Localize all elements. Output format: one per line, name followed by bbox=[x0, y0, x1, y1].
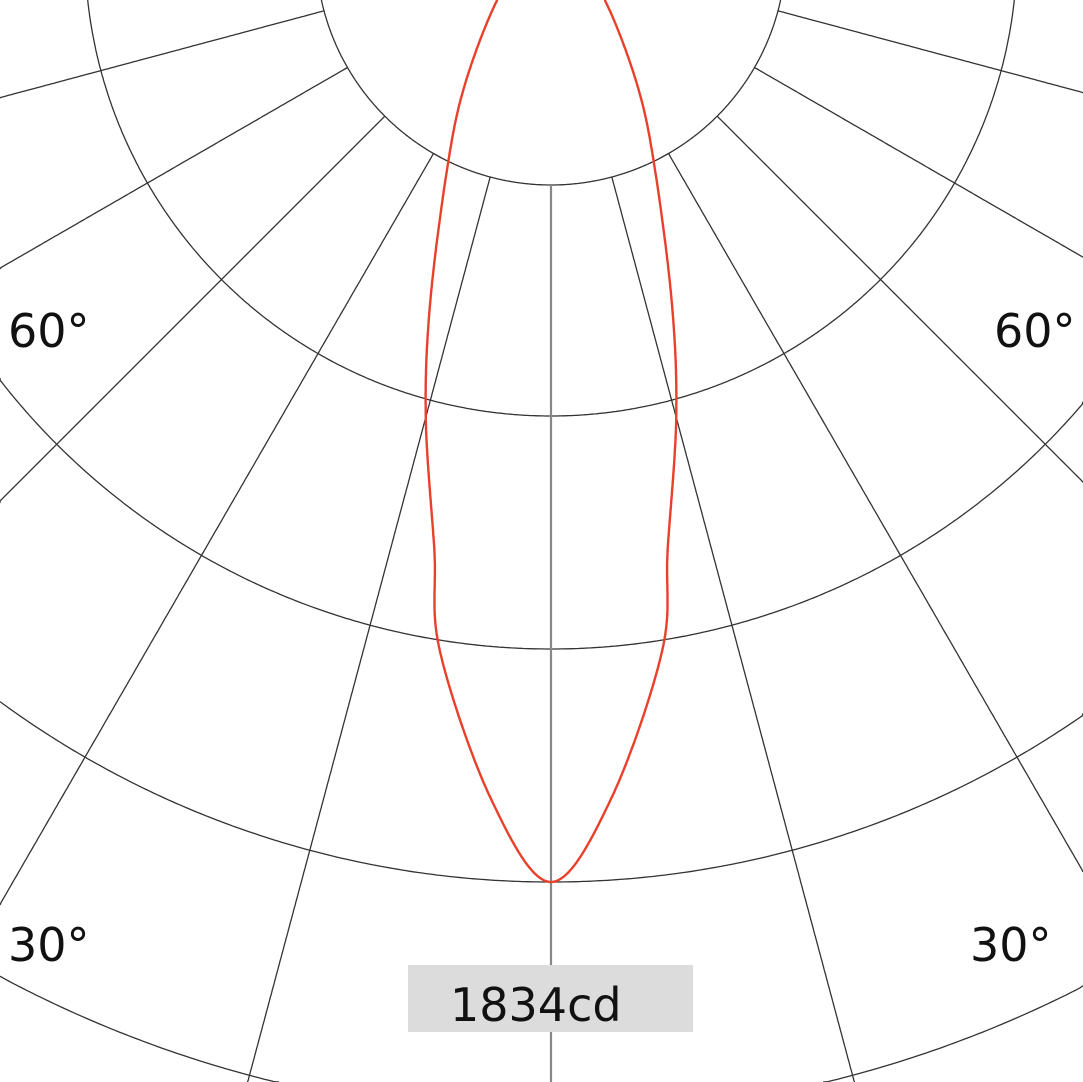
radial-line--75 bbox=[0, 10, 325, 99]
radial-line-45 bbox=[716, 115, 1083, 483]
radial-line-30 bbox=[667, 153, 1083, 873]
angle-label-30-right: 30° bbox=[970, 918, 1052, 972]
grid-ring-5 bbox=[0, 975, 1083, 1082]
grid-ring-4 bbox=[0, 701, 1083, 883]
max-intensity-box bbox=[408, 965, 693, 1032]
radial-line--30 bbox=[0, 153, 435, 906]
radial-line--15 bbox=[246, 176, 491, 1082]
radial-line-15 bbox=[611, 176, 856, 1082]
radial-line--60 bbox=[0, 66, 348, 270]
radial-line-75 bbox=[777, 10, 1083, 94]
grid-ring-3 bbox=[0, 377, 1083, 650]
radial-line-60 bbox=[754, 66, 1083, 258]
angle-label-30-left: 30° bbox=[8, 918, 90, 972]
radial-line--45 bbox=[0, 115, 386, 504]
grid-ring-1 bbox=[320, 0, 782, 186]
max-intensity-label: 1834cd bbox=[450, 978, 622, 1032]
intensity-curve bbox=[424, 0, 678, 884]
angle-label-60-right: 60° bbox=[994, 304, 1076, 358]
angle-label-60-left: 60° bbox=[8, 304, 90, 358]
